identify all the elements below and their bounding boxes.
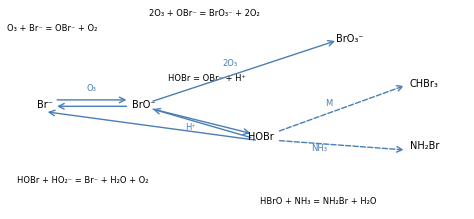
Text: BrO₃⁻: BrO₃⁻ (336, 34, 363, 44)
Text: NH₂Br: NH₂Br (410, 141, 439, 151)
Text: BrO⁻: BrO⁻ (132, 100, 155, 110)
Text: H⁺: H⁺ (185, 123, 196, 132)
Text: HOBr: HOBr (247, 132, 273, 142)
Text: HOBr + HO₂⁻ = Br⁻ + H₂O + O₂: HOBr + HO₂⁻ = Br⁻ + H₂O + O₂ (17, 176, 148, 185)
Text: NH₃: NH₃ (311, 144, 327, 153)
Text: 2O₃ + OBr⁻ = BrO₃⁻ + 2O₂: 2O₃ + OBr⁻ = BrO₃⁻ + 2O₂ (149, 9, 260, 18)
Text: CHBr₃: CHBr₃ (410, 79, 439, 89)
Text: O₃: O₃ (87, 84, 97, 93)
Text: HBrO + NH₃ = NH₂Br + H₂O: HBrO + NH₃ = NH₂Br + H₂O (260, 197, 377, 206)
Text: O₃ + Br⁻ = OBr⁻ + O₂: O₃ + Br⁻ = OBr⁻ + O₂ (8, 24, 98, 33)
Text: HOBr = OBr⁻ + H⁺: HOBr = OBr⁻ + H⁺ (167, 74, 246, 83)
Text: M: M (325, 99, 332, 108)
Text: Br⁻: Br⁻ (37, 100, 53, 110)
Text: 2O₃: 2O₃ (222, 59, 237, 68)
